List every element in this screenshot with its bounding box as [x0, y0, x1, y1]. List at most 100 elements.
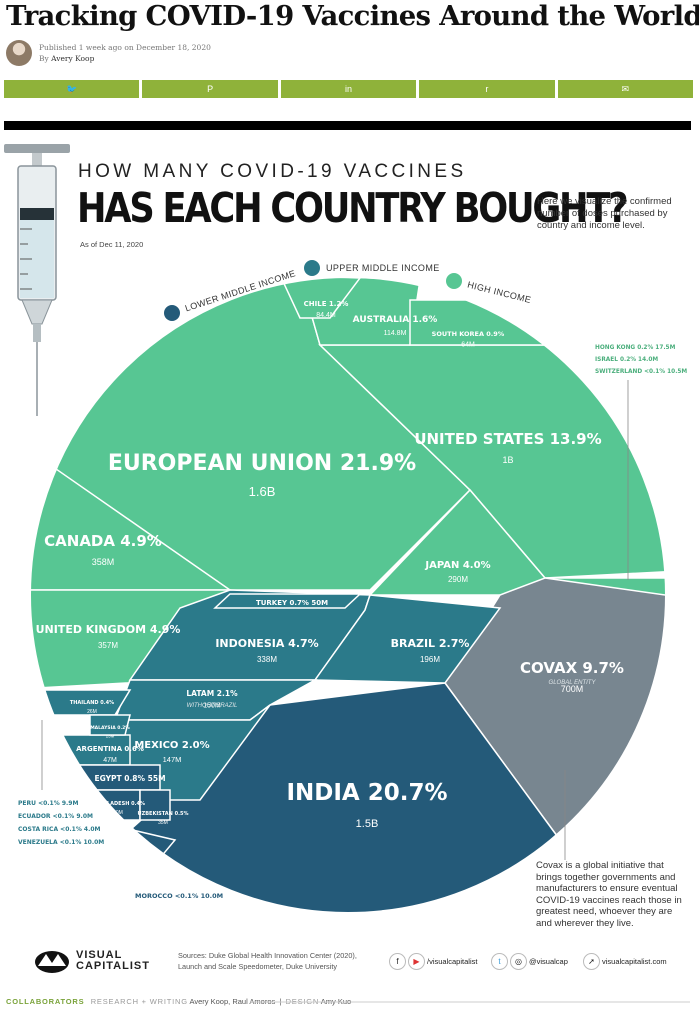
vaccine-treemap-chart: EUROPEAN UNION 21.9% 1.6B UNITED STATES 13… — [18, 260, 687, 914]
value-uzbekistan: 35M — [158, 820, 168, 826]
published-date: Published 1 week ago on December 18, 202… — [39, 43, 211, 52]
research-label: RESEARCH + WRITING — [90, 997, 188, 1006]
sources-line-1: Sources: Duke Global Health Innovation C… — [178, 951, 357, 960]
brand-line-1: VISUAL — [76, 949, 123, 961]
value-bangladesh: 30M — [113, 810, 123, 816]
label-covax: COVAX 9.7% — [520, 659, 624, 677]
article-title: Tracking COVID-19 Vaccines Around the Wo… — [6, 0, 699, 32]
callout-costa-rica: COSTA RICA <0.1% 4.0M — [18, 826, 101, 833]
author-avatar[interactable] — [6, 40, 32, 66]
label-australia: AUSTRALIA 1.6% — [353, 315, 438, 325]
share-twitter-button[interactable]: 🐦 — [4, 80, 140, 98]
reddit-icon: r — [485, 84, 489, 94]
value-japan: 290M — [448, 575, 468, 584]
website-link: visualcapitalist.com — [602, 957, 667, 966]
label-european-union: EUROPEAN UNION 21.9% — [108, 451, 416, 476]
value-european-union: 1.6B — [249, 484, 276, 499]
infographic-top-rule — [4, 121, 691, 130]
label-canada: CANADA 4.9% — [44, 532, 162, 550]
value-united-states: 1B — [502, 455, 513, 465]
treemap-cells — [30, 277, 666, 913]
label-indonesia: INDONESIA 4.7% — [215, 637, 318, 650]
legend-label-high-income: HIGH INCOME — [466, 280, 532, 306]
cell-uzbekistan — [139, 789, 171, 821]
byline: Published 1 week ago on December 18, 202… — [6, 40, 211, 66]
sublabel-latam: WITHOUT BRAZIL — [187, 703, 238, 709]
pinterest-icon: P — [207, 84, 214, 94]
value-indonesia: 338M — [257, 655, 277, 664]
share-linkedin-button[interactable]: in — [280, 80, 417, 98]
callout-israel: ISRAEL 0.2% 14.0M — [595, 357, 658, 363]
label-turkey: TURKEY 0.7% 50M — [256, 599, 328, 607]
treemap-outline — [29, 276, 667, 914]
cursor-icon: ➚ — [583, 953, 600, 970]
value-malaysia: 13M — [106, 734, 115, 739]
sources: Sources: Duke Global Health Innovation C… — [178, 950, 378, 972]
covax-note: Covax is a global initiative that brings… — [536, 860, 682, 929]
label-mexico: MEXICO 2.0% — [134, 740, 209, 751]
label-india: INDIA 20.7% — [286, 780, 447, 806]
label-japan: JAPAN 4.0% — [424, 560, 490, 571]
value-canada: 358M — [92, 557, 115, 567]
label-uzbekistan: UZBEKISTAN 0.5% — [138, 811, 189, 817]
infographic-headline: HAS EACH COUNTRY BOUGHT? — [77, 184, 629, 232]
youtube-icon: ▶ — [408, 953, 425, 970]
linkedin-icon: in — [345, 84, 353, 94]
cell-chile — [278, 277, 362, 319]
label-chile: CHILE 1.2% — [304, 300, 349, 308]
social-facebook-youtube[interactable]: f ▶/visualcapitalist — [389, 953, 477, 970]
value-covax: 700M — [561, 684, 584, 694]
callout-venezuela: VENEZUELA <0.1% 10.0M — [18, 839, 104, 846]
label-bangladesh: BANGLADESH 0.4% — [91, 801, 145, 807]
legend-icon-upper-middle-income — [304, 260, 320, 276]
cell-brazil — [313, 594, 502, 684]
author-name[interactable]: Avery Koop — [51, 54, 95, 63]
legend-icon-lower-middle-income — [164, 305, 180, 321]
author-line: By Avery Koop — [39, 53, 211, 64]
callout-peru: PERU <0.1% 9.9M — [18, 800, 78, 807]
syringe-illustration — [4, 144, 70, 416]
value-india: 1.5B — [356, 818, 379, 830]
label-brazil: BRAZIL 2.7% — [391, 637, 470, 650]
sublabel-covax: GLOBAL ENTITY — [549, 680, 597, 686]
value-mexico: 147M — [163, 755, 182, 764]
value-chile: 84.4M — [316, 312, 336, 319]
label-argentina: ARGENTINA 0.6% — [76, 745, 144, 753]
value-latam: 150M — [203, 703, 221, 710]
share-pinterest-button[interactable]: P — [142, 80, 278, 98]
footer: VISUAL CAPITALIST Sources: Duke Global He… — [0, 945, 699, 995]
label-united-states: UNITED STATES 13.9% — [414, 430, 601, 448]
infographic-kicker: HOW MANY COVID-19 VACCINES — [78, 161, 467, 182]
infographic-intro: Here we visualize the confirmed number o… — [537, 196, 672, 231]
collaborators-rule — [250, 1001, 690, 1003]
value-argentina: 47M — [103, 757, 117, 764]
label-egypt: EGYPT 0.8% 55M — [94, 774, 165, 783]
label-united-kingdom: UNITED KINGDOM 4.9% — [36, 623, 181, 636]
facebook-icon: f — [389, 953, 406, 970]
label-latam: LATAM 2.1% — [186, 689, 238, 698]
as-of-date: As of Dec 11, 2020 — [80, 240, 144, 249]
value-brazil: 196M — [420, 655, 440, 664]
cell-malaysia — [89, 714, 131, 736]
value-south-korea: 64M — [461, 342, 475, 349]
visual-capitalist-logo[interactable]: VISUAL CAPITALIST — [34, 948, 150, 974]
share-email-button[interactable]: ✉ — [557, 80, 694, 98]
instagram-icon: ◎ — [510, 953, 527, 970]
value-united-kingdom: 357M — [98, 641, 118, 650]
article-meta: Published 1 week ago on December 18, 202… — [39, 42, 211, 64]
callout-morocco: MOROCCO <0.1% 10.0M — [135, 892, 223, 900]
email-icon: ✉ — [621, 83, 630, 94]
value-australia: 114.8M — [384, 330, 407, 337]
callout-ecuador: ECUADOR <0.1% 9.0M — [18, 813, 93, 820]
facebook-youtube-handle: /visualcapitalist — [427, 957, 478, 966]
social-website[interactable]: ➚ visualcapitalist.com — [583, 953, 667, 970]
share-reddit-button[interactable]: r — [419, 80, 555, 98]
callout-switzerland: SWITZERLAND <0.1% 10.5M — [595, 369, 687, 375]
research-names: Avery Koop, Raul Amoros — [189, 997, 276, 1006]
twitter-instagram-handle: @visualcap — [529, 957, 568, 966]
cell-turkey — [213, 593, 362, 609]
share-bar: 🐦 P in r ✉ — [4, 80, 694, 98]
vc-mark-icon — [35, 951, 69, 973]
brand-line-2: CAPITALIST — [76, 960, 150, 972]
social-twitter-instagram[interactable]: t ◎ @visualcap — [491, 953, 568, 970]
